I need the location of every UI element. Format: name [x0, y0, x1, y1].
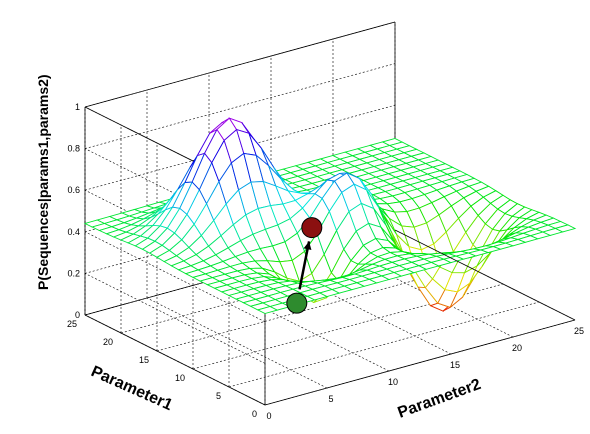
grid-line — [84, 21, 396, 108]
z-tick-label: 0.2 — [67, 268, 80, 278]
x-tick-label: 5 — [328, 394, 333, 404]
z-tick-label: 0.6 — [67, 185, 80, 195]
grid-line — [270, 263, 452, 355]
x-axis-label: Parameter2 — [396, 376, 484, 422]
y-tick-label: 20 — [103, 337, 113, 347]
y-axis-label: Parameter1 — [88, 363, 175, 414]
grid-line — [84, 63, 396, 149]
y-tick-label: 0 — [252, 409, 257, 419]
z-tick-label: 1 — [75, 102, 80, 112]
grid-line — [84, 314, 266, 406]
marker-start — [286, 292, 308, 314]
box-edge — [264, 319, 576, 406]
y-tick-label: 15 — [139, 355, 149, 365]
grid-line — [156, 265, 468, 352]
axes-box-front — [264, 229, 576, 406]
grid-line — [192, 283, 504, 370]
grid-line — [228, 301, 540, 388]
y-tick-label: 10 — [175, 373, 185, 383]
x-tick-label: 25 — [574, 326, 584, 336]
grid-line — [84, 231, 266, 323]
z-tick-label: 0.8 — [67, 144, 80, 154]
surface-mesh — [83, 117, 577, 314]
z-tick-label: 0.4 — [67, 227, 80, 237]
box-edge — [394, 229, 576, 321]
chart-markers — [286, 217, 323, 314]
z-axis-label: P(Sequences|params1,params2) — [35, 74, 51, 290]
grid-line — [146, 297, 328, 389]
grid-line — [208, 280, 390, 372]
x-tick-label: 0 — [266, 411, 271, 421]
z-tick-label: 0 — [75, 310, 80, 320]
arrow-shaft — [298, 241, 311, 290]
x-tick-label: 10 — [388, 377, 398, 387]
y-tick-label: 25 — [67, 319, 77, 329]
marker-end — [301, 217, 323, 239]
x-tick-label: 20 — [512, 343, 522, 353]
mesh-cell — [554, 224, 577, 233]
x-tick-label: 15 — [450, 360, 460, 370]
arrow-head — [303, 241, 312, 250]
grid-line — [84, 273, 266, 364]
y-tick-label: 5 — [216, 391, 221, 401]
